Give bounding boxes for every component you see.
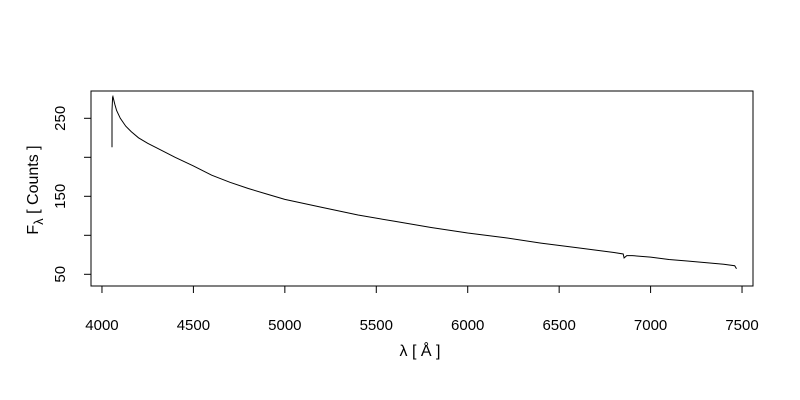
y-tick-label-150: 150	[52, 184, 69, 209]
y-axis-title: Fλ [ Counts ]	[25, 145, 46, 234]
x-axis-title: λ [ Å ]	[400, 341, 441, 360]
y-tick-label-50: 50	[52, 266, 69, 283]
x-tick-label-5500: 5500	[360, 317, 393, 334]
y-axis-ticks: 50 150 250	[52, 106, 91, 283]
y-axis-title-sub: λ	[31, 218, 46, 225]
spectrum-line	[111, 94, 737, 270]
x-tick-label-7500: 7500	[725, 317, 758, 334]
plot-frame	[90, 90, 754, 287]
y-tick-label-250: 250	[52, 106, 69, 131]
x-axis-ticks: 4000 4500 5000 5500 6000 6500 7000 7500	[85, 286, 759, 334]
y-axis-title-main: F	[25, 225, 42, 235]
x-tick-label-4500: 4500	[177, 317, 210, 334]
x-tick-label-6000: 6000	[451, 317, 484, 334]
x-tick-label-7000: 7000	[634, 317, 667, 334]
x-tick-label-5000: 5000	[268, 317, 301, 334]
y-axis-title-rest: [ Counts ]	[25, 145, 42, 218]
x-tick-label-6500: 6500	[542, 317, 575, 334]
x-tick-label-4000: 4000	[85, 317, 118, 334]
